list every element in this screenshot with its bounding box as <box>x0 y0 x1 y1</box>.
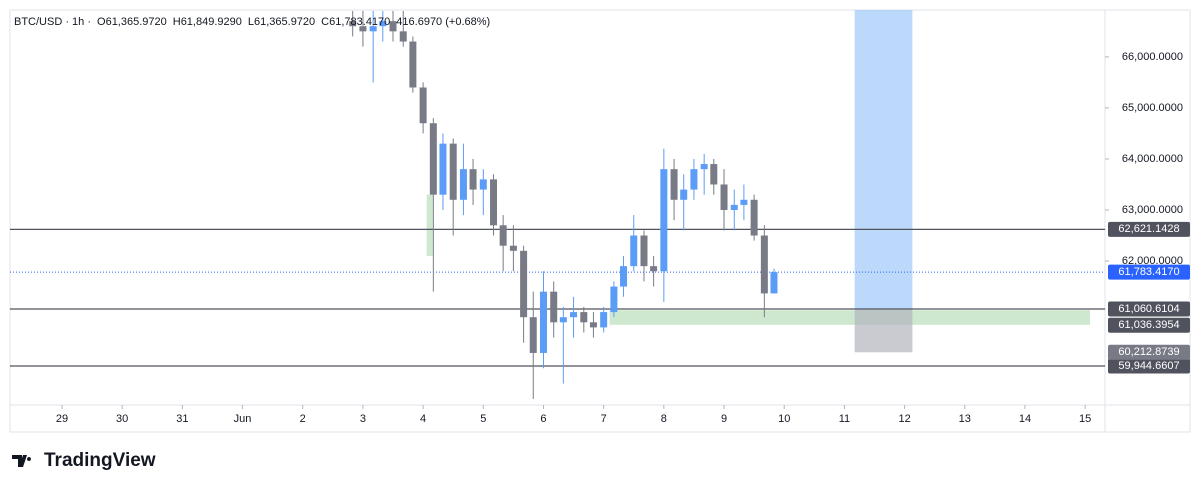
candle-body <box>469 169 477 190</box>
zone <box>609 310 1090 325</box>
x-tick-label: 29 <box>56 413 68 425</box>
legend-item: 416.6970 (+0.68%) <box>396 16 490 28</box>
candle-body <box>459 169 467 200</box>
price-tag <box>1108 317 1190 333</box>
x-tick-label: 15 <box>1079 413 1091 425</box>
brand-name: TradingView <box>44 450 156 471</box>
plot-area <box>10 10 1105 399</box>
price-tag-label: 59,944.6607 <box>1118 360 1179 372</box>
candle-body <box>730 204 738 211</box>
candle-body <box>520 250 528 318</box>
candle-body <box>449 143 457 200</box>
x-tick-label: Jun <box>234 413 252 425</box>
legend-item: H61,849.9290 <box>173 16 242 28</box>
x-tick-label: 14 <box>1019 413 1031 425</box>
legend-item: BTC/USD · 1h · <box>14 16 91 28</box>
candle-body <box>379 21 387 27</box>
candle-body <box>349 21 357 27</box>
candle-body <box>399 31 407 42</box>
x-tick-label: 5 <box>480 413 486 425</box>
candle-body <box>479 179 487 190</box>
candle-body <box>529 317 537 353</box>
legend-item: L61,365.9720 <box>248 16 315 28</box>
candle-body <box>670 169 678 200</box>
candle-body <box>589 322 597 328</box>
x-tick-label: 13 <box>959 413 971 425</box>
candle-body <box>409 41 417 88</box>
price-tag-label: 62,621.1428 <box>1118 223 1179 235</box>
y-tick-label: 65,000.0000 <box>1122 102 1183 114</box>
candle-body <box>720 184 728 211</box>
candle-body <box>570 312 578 318</box>
candle-body <box>439 143 447 195</box>
candle-body <box>499 225 507 246</box>
x-tick-label: 11 <box>839 413 850 425</box>
price-tag <box>1108 301 1190 317</box>
candle-body <box>369 26 377 32</box>
price-tag-label: 61,060.6104 <box>1118 303 1179 315</box>
candle-body <box>700 164 708 170</box>
x-tick-label: 30 <box>116 413 128 425</box>
candle-body <box>600 312 608 328</box>
y-tick-label: 64,000.0000 <box>1122 153 1183 165</box>
brand-logo: TradingView <box>12 450 156 471</box>
price-tag <box>1108 344 1190 360</box>
chart-frame <box>9 9 1191 433</box>
x-tick-label: 9 <box>721 413 727 425</box>
candle-body <box>620 266 628 287</box>
axes: 62,000.0000 63,000.0000 64,000.0000 65,000.… <box>56 51 1190 425</box>
legend-item: C61,783.4170 <box>321 16 390 28</box>
candle-body <box>690 169 698 190</box>
candle-body <box>680 189 688 200</box>
candle-body <box>750 199 758 236</box>
x-tick-label: 12 <box>898 413 910 425</box>
x-tick-label: 31 <box>176 413 188 425</box>
candle-body <box>509 245 517 251</box>
candle-body <box>490 179 498 226</box>
zone <box>426 194 433 256</box>
candle-body <box>630 235 638 267</box>
candle-body <box>610 286 618 313</box>
price-tag-label: 61,783.4170 <box>1118 266 1179 278</box>
candle-body <box>740 199 748 205</box>
x-tick-label: 3 <box>360 413 366 425</box>
candle-body <box>760 235 768 294</box>
y-tick-label: 63,000.0000 <box>1122 204 1183 216</box>
price-tag <box>1108 221 1190 237</box>
candle-body <box>539 291 547 353</box>
candle-body <box>580 312 588 323</box>
legend-item: O61,365.9720 <box>97 16 167 28</box>
candle-body <box>640 235 648 267</box>
y-tick-label: 62,000.0000 <box>1122 255 1183 267</box>
price-tag <box>1108 358 1190 374</box>
candle-body <box>419 87 427 124</box>
candle-body <box>550 291 558 323</box>
candle-body <box>559 317 567 323</box>
y-tick-label: 66,000.0000 <box>1122 51 1183 63</box>
x-tick-label: 6 <box>540 413 546 425</box>
candle-body <box>710 164 718 185</box>
candle-body <box>429 123 437 195</box>
candle-body <box>770 272 778 294</box>
price-tag <box>1108 264 1190 280</box>
candle-body <box>389 21 397 32</box>
x-tick-label: 4 <box>420 413 426 425</box>
candle-body <box>359 26 367 32</box>
x-tick-label: 2 <box>300 413 306 425</box>
price-tag-label: 61,036.3954 <box>1118 319 1179 331</box>
x-tick-label: 10 <box>778 413 790 425</box>
x-tick-label: 7 <box>601 413 607 425</box>
price-tag-label: 60,212.8739 <box>1118 346 1179 358</box>
candle-body <box>660 169 668 272</box>
stop-box <box>854 309 913 353</box>
x-tick-label: 8 <box>661 413 667 425</box>
candle-body <box>650 266 658 272</box>
target-box <box>854 10 913 310</box>
